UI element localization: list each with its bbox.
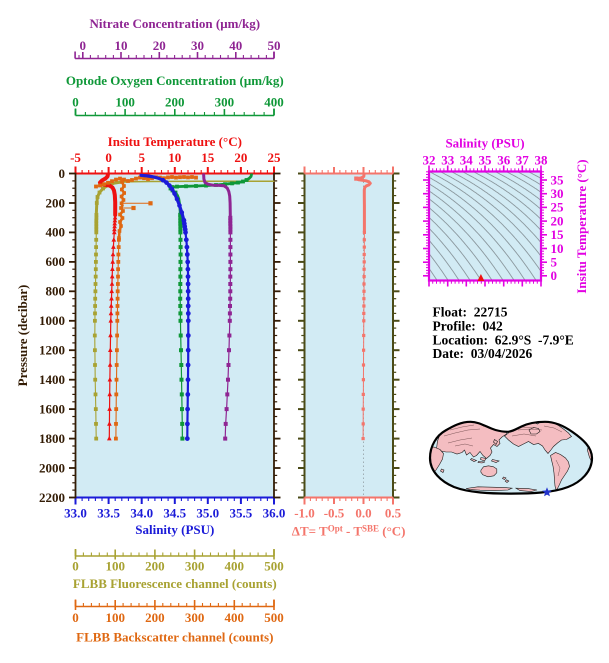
svg-text:0.5: 0.5 [385,506,402,521]
svg-text:Pressure (decibar): Pressure (decibar) [15,285,30,387]
svg-text:100: 100 [105,610,125,625]
svg-text:100: 100 [105,559,125,574]
svg-text:0: 0 [72,95,79,110]
svg-text:600: 600 [46,254,66,269]
svg-text:2200: 2200 [39,490,65,505]
svg-text:20: 20 [153,38,166,53]
svg-text:37: 37 [516,153,530,168]
svg-text:1000: 1000 [39,313,65,328]
svg-text:30: 30 [191,38,204,53]
svg-text:5: 5 [138,150,145,165]
svg-text:Salinity (PSU): Salinity (PSU) [445,136,524,151]
svg-text:2000: 2000 [39,460,65,475]
svg-text:32: 32 [423,153,436,168]
svg-text:200: 200 [46,195,66,210]
svg-text:10: 10 [115,38,128,53]
svg-text:Float: 22715: Float: 22715 [433,305,508,320]
svg-text:1200: 1200 [39,343,65,358]
svg-text:400: 400 [225,610,245,625]
svg-text:Location: 62.9°S -7.9°E: Location: 62.9°S -7.9°E [433,332,574,347]
svg-text:-1.0: -1.0 [294,506,315,521]
svg-text:35.0: 35.0 [196,506,219,521]
svg-text:10: 10 [551,241,564,256]
svg-text:400: 400 [225,559,245,574]
svg-text:300: 300 [185,559,205,574]
svg-text:Insitu Temperature (°C): Insitu Temperature (°C) [574,159,589,293]
svg-text:500: 500 [264,559,284,574]
svg-text:50: 50 [268,38,281,53]
svg-text:34: 34 [460,153,474,168]
svg-text:Optode Oxygen Concentration (μ: Optode Oxygen Concentration (μm/kg) [66,73,284,88]
svg-text:800: 800 [46,284,66,299]
svg-text:33.5: 33.5 [97,506,120,521]
svg-text:400: 400 [46,225,66,240]
svg-text:35: 35 [479,153,493,168]
svg-text:200: 200 [145,559,165,574]
svg-text:-0.5: -0.5 [324,506,345,521]
svg-text:300: 300 [185,610,205,625]
svg-text:100: 100 [115,95,135,110]
svg-text:40: 40 [229,38,242,53]
svg-text:FLBB Fluorescence channel (cou: FLBB Fluorescence channel (counts) [73,576,277,591]
svg-text:0: 0 [72,559,79,574]
svg-text:34.0: 34.0 [130,506,153,521]
svg-text:20: 20 [551,213,564,228]
svg-text:Profile: 042: Profile: 042 [433,318,503,333]
svg-text:0: 0 [105,150,112,165]
svg-text:1600: 1600 [39,401,65,416]
svg-text:500: 500 [264,610,284,625]
svg-text:15: 15 [551,227,565,242]
svg-text:36.0: 36.0 [263,506,286,521]
svg-text:300: 300 [215,95,235,110]
svg-text:0: 0 [80,38,87,53]
svg-text:1400: 1400 [39,372,65,387]
svg-text:ΔT= TOpt - TSBE (°C): ΔT= TOpt - TSBE (°C) [292,524,406,539]
svg-text:35: 35 [551,172,565,187]
svg-text:Salinity (PSU): Salinity (PSU) [135,522,214,537]
svg-text:400: 400 [264,95,284,110]
svg-text:200: 200 [165,95,185,110]
svg-text:35.5: 35.5 [230,506,253,521]
svg-text:20: 20 [234,150,247,165]
svg-text:0: 0 [59,166,66,181]
svg-text:Nitrate Concentration (μm/kg): Nitrate Concentration (μm/kg) [90,16,261,31]
svg-text:0.0: 0.0 [355,506,371,521]
svg-text:5: 5 [551,255,558,270]
svg-text:34.5: 34.5 [163,506,186,521]
svg-text:15: 15 [201,150,215,165]
svg-text:0: 0 [551,268,558,283]
svg-text:33.0: 33.0 [64,506,87,521]
svg-text:25: 25 [268,150,282,165]
svg-text:33: 33 [441,153,455,168]
svg-text:200: 200 [145,610,165,625]
svg-text:FLBB Backscatter channel (coun: FLBB Backscatter channel (counts) [76,630,273,645]
svg-text:36: 36 [497,153,511,168]
svg-text:Date: 03/04/2026: Date: 03/04/2026 [433,346,533,361]
svg-text:38: 38 [535,153,549,168]
svg-text:1800: 1800 [39,431,65,446]
svg-text:-5: -5 [70,150,81,165]
svg-text:30: 30 [551,186,564,201]
svg-text:0: 0 [72,610,79,625]
svg-text:25: 25 [551,200,565,215]
svg-text:10: 10 [168,150,181,165]
svg-text:Insitu Temperature (°C): Insitu Temperature (°C) [108,134,242,149]
